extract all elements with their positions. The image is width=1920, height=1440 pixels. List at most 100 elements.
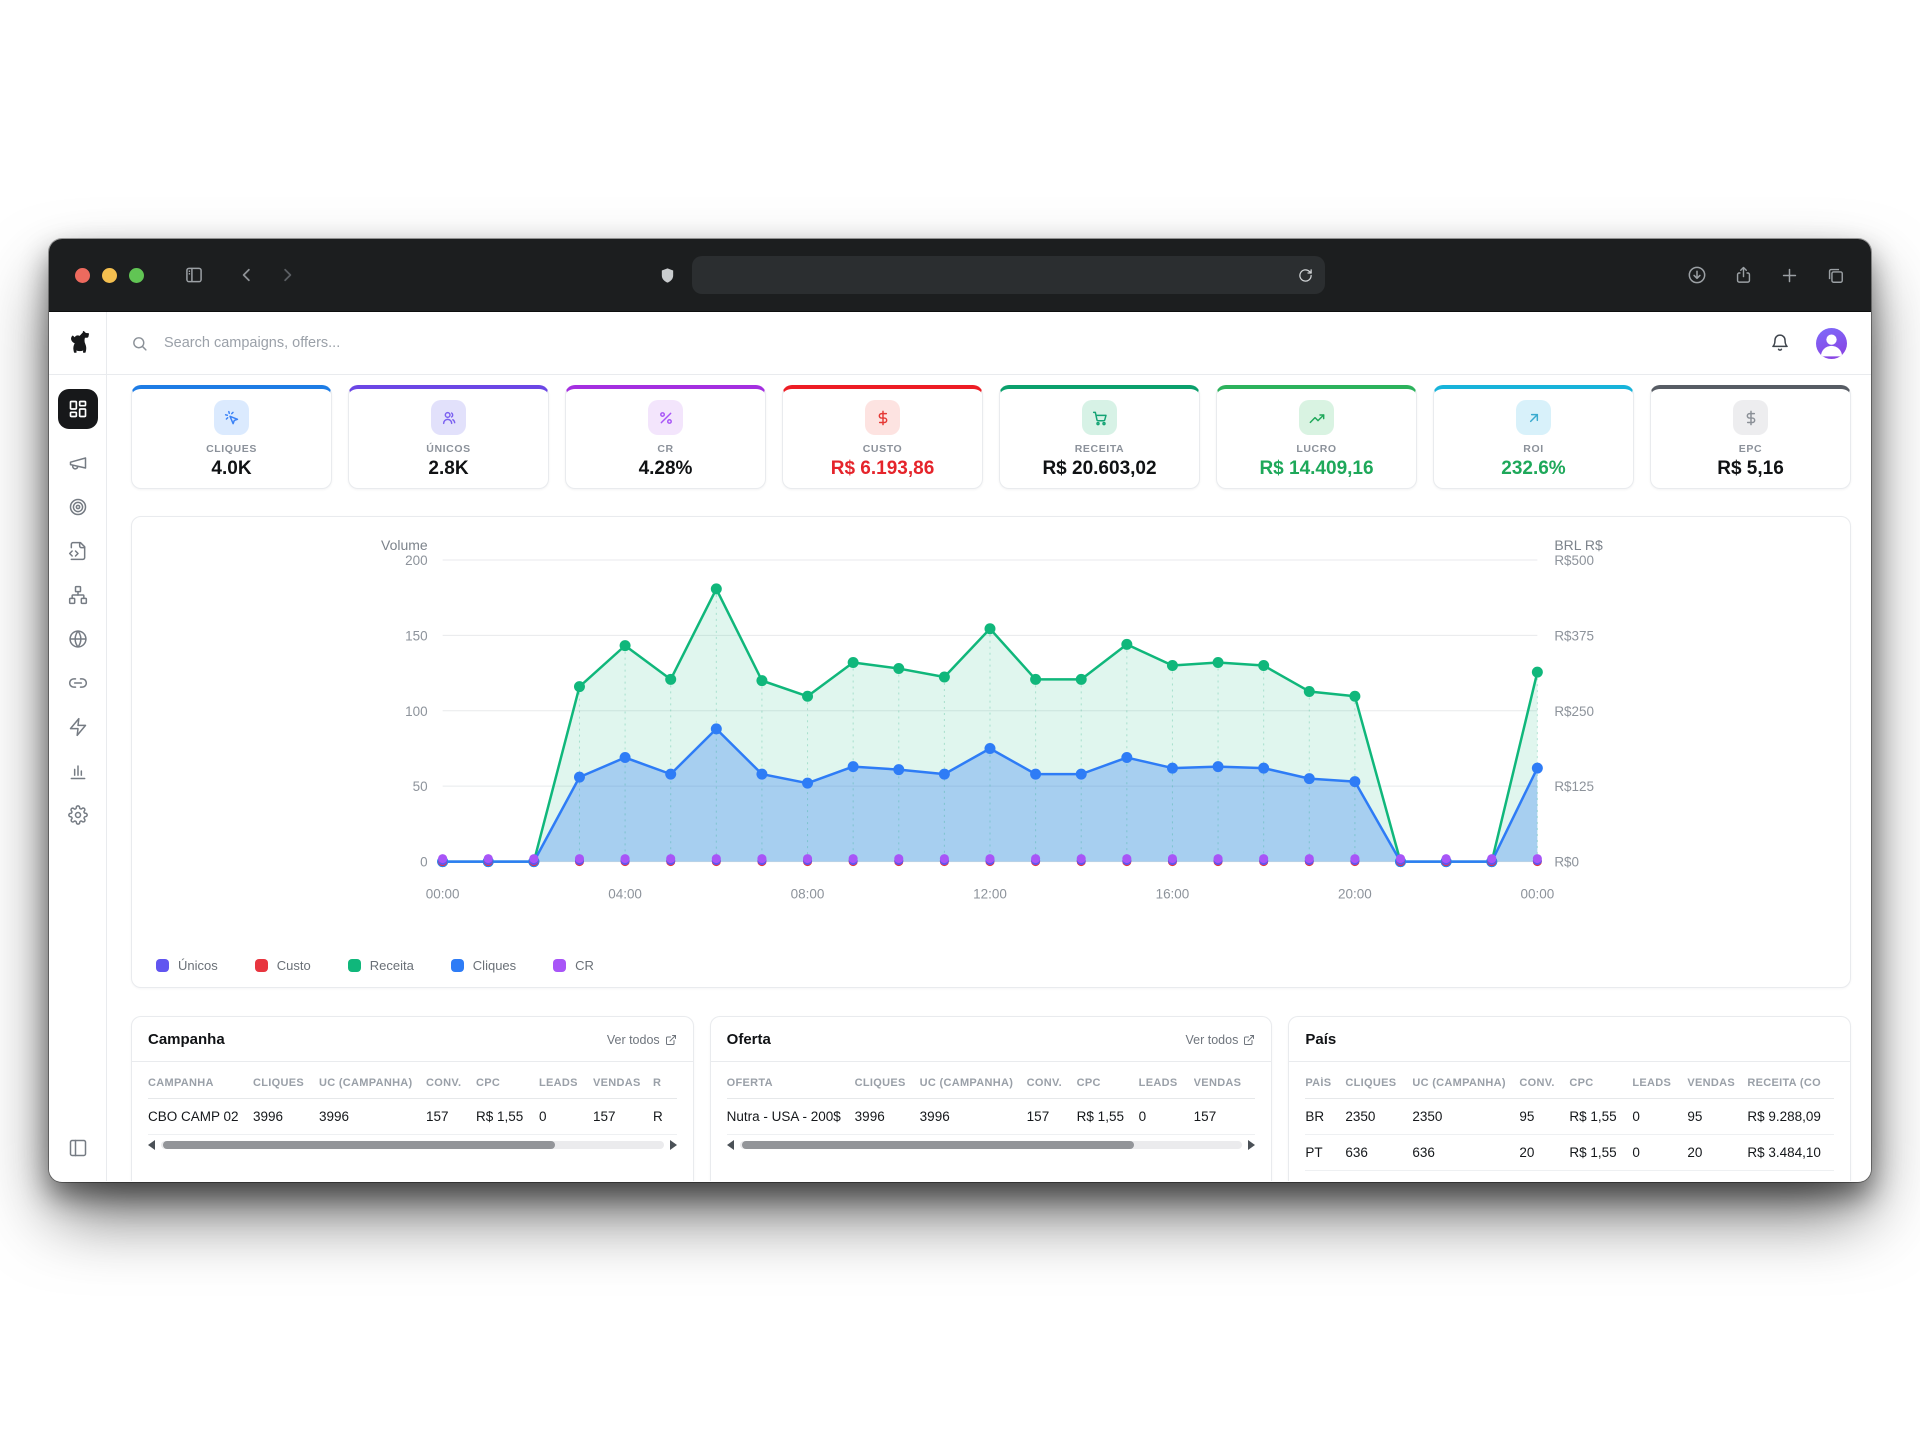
column-header: OFERTA bbox=[726, 1077, 773, 1089]
kpi-card-epc: EPC R$ 5,16 bbox=[1650, 385, 1851, 489]
legend-swatch bbox=[450, 959, 464, 972]
legend-label: Custo bbox=[276, 958, 311, 973]
horizontal-scrollbar[interactable] bbox=[711, 1140, 1272, 1150]
sidebar-item-automation[interactable] bbox=[68, 717, 88, 737]
column-header: RECEITA (CO bbox=[1747, 1077, 1821, 1089]
shield-icon[interactable] bbox=[659, 266, 676, 285]
sidebar-item-dashboard[interactable] bbox=[57, 389, 98, 429]
sidebar-item-targeting[interactable] bbox=[68, 497, 88, 517]
avatar[interactable] bbox=[1816, 327, 1847, 359]
scroll-left-arrow[interactable] bbox=[726, 1140, 734, 1150]
kpi-card-roi: ROI 232.6% bbox=[1433, 385, 1634, 489]
legend-label: Únicos bbox=[178, 958, 218, 973]
ver-todos-link[interactable]: Ver todos bbox=[607, 1033, 677, 1047]
sidebar-item-scripts[interactable] bbox=[68, 541, 88, 561]
kpi-value: R$ 14.409,16 bbox=[1259, 458, 1374, 479]
table-cell: 0 bbox=[1632, 1109, 1640, 1124]
sidebar-toggle-icon[interactable] bbox=[184, 265, 204, 285]
left-axis-tick: 100 bbox=[405, 704, 427, 719]
new-tab-icon[interactable] bbox=[1780, 266, 1799, 285]
legend-label: CR bbox=[575, 958, 594, 973]
table-row[interactable]: Nutra - USA - 200$ 3996 3996 157 R$ 1,55 0 157 bbox=[726, 1099, 1256, 1135]
bell-icon[interactable] bbox=[1770, 333, 1790, 353]
close-button[interactable] bbox=[75, 267, 90, 283]
kpi-label: ROI bbox=[1523, 443, 1544, 455]
horizontal-scrollbar[interactable] bbox=[132, 1140, 693, 1150]
kpi-label: EPC bbox=[1738, 443, 1763, 455]
right-axis-tick: R$250 bbox=[1554, 704, 1594, 719]
kpi-value: 4.28% bbox=[638, 458, 693, 479]
table-cell: 157 bbox=[1193, 1109, 1217, 1124]
scroll-right-arrow[interactable] bbox=[669, 1140, 677, 1150]
url-field[interactable] bbox=[691, 256, 1325, 294]
back-icon[interactable] bbox=[238, 266, 256, 284]
left-axis-title: Volume bbox=[381, 537, 428, 553]
zoom-button[interactable] bbox=[129, 267, 144, 283]
table-cell: 0 bbox=[539, 1109, 547, 1124]
scrollbar-thumb[interactable] bbox=[163, 1141, 556, 1149]
column-header: CONV. bbox=[426, 1077, 462, 1089]
column-header: VENDAS bbox=[593, 1077, 641, 1089]
table-cell: 157 bbox=[1026, 1109, 1050, 1124]
left-axis-tick: 50 bbox=[413, 779, 428, 794]
x-axis-tick: 12:00 bbox=[973, 887, 1007, 902]
table-header-row: CAMPANHA CLIQUES UC (CAMPANHA) CONV. CPC LEAD… bbox=[148, 1062, 677, 1099]
legend-item-cr[interactable]: CR bbox=[553, 958, 594, 973]
legend-item-custo[interactable]: Custo bbox=[254, 958, 311, 973]
table-cell: 157 bbox=[593, 1109, 616, 1124]
column-header: CAMPANHA bbox=[148, 1077, 214, 1089]
sidebar-item-links[interactable] bbox=[68, 673, 88, 693]
x-axis-tick: 20:00 bbox=[1338, 887, 1372, 902]
sidebar-item-network[interactable] bbox=[68, 585, 88, 605]
column-header: CLIQUES bbox=[854, 1077, 906, 1089]
share-icon[interactable] bbox=[1734, 265, 1753, 285]
sidebar-item-campaigns[interactable] bbox=[68, 453, 88, 473]
trending-up-icon bbox=[1299, 400, 1334, 435]
table-row[interactable]: PT 636 636 20 R$ 1,55 0 20 R$ 3.484,10 bbox=[1305, 1135, 1835, 1171]
legend-item-únicos[interactable]: Únicos bbox=[156, 958, 218, 973]
column-header: VENDAS bbox=[1193, 1077, 1242, 1089]
table-cell: 3996 bbox=[319, 1109, 350, 1124]
minimize-button[interactable] bbox=[102, 267, 117, 283]
scrollbar-thumb[interactable] bbox=[741, 1141, 1134, 1149]
downloads-icon[interactable] bbox=[1687, 265, 1707, 285]
column-header: UC (CAMPANHA) bbox=[319, 1077, 413, 1089]
right-axis-title: BRL R$ bbox=[1554, 537, 1603, 553]
external-link-icon bbox=[665, 1034, 677, 1046]
ver-todos-link[interactable]: Ver todos bbox=[1186, 1033, 1256, 1047]
scroll-left-arrow[interactable] bbox=[148, 1140, 155, 1150]
dollar-icon bbox=[865, 400, 900, 435]
scrollbar-track[interactable] bbox=[739, 1141, 1243, 1149]
sidebar-item-reports[interactable] bbox=[68, 761, 88, 781]
search-input[interactable] bbox=[162, 334, 582, 352]
table-cell: R$ 1,55 bbox=[1569, 1145, 1617, 1160]
reload-icon[interactable] bbox=[1298, 268, 1313, 283]
browser-window: CLIQUES 4.0K ÚNICOS 2.8K CR 4.28% CUSTO R$ 6.19… bbox=[49, 239, 1871, 1182]
column-header: LEADS bbox=[1632, 1077, 1672, 1089]
kpi-value: R$ 5,16 bbox=[1717, 458, 1784, 479]
table-cell: 0 bbox=[1138, 1109, 1147, 1124]
tables-row: Campanha Ver todos CAMPANHA CLIQUES UC (CAMP… bbox=[131, 1016, 1852, 1181]
column-header: CONV. bbox=[1519, 1077, 1555, 1089]
kpi-value: 232.6% bbox=[1501, 458, 1566, 479]
table-row[interactable]: CBO CAMP 02 3996 3996 157 R$ 1,55 0 157 R bbox=[148, 1099, 677, 1135]
forward-icon[interactable] bbox=[278, 266, 296, 284]
table-row[interactable]: BR 2350 2350 95 R$ 1,55 0 95 R$ 9.288,09 bbox=[1305, 1099, 1835, 1135]
scroll-right-arrow[interactable] bbox=[1248, 1140, 1256, 1150]
sidebar bbox=[49, 312, 107, 1181]
legend-item-cliques[interactable]: Cliques bbox=[450, 958, 516, 973]
tab-overview-icon[interactable] bbox=[1826, 266, 1845, 285]
kpi-card-custo: CUSTO R$ 6.193,86 bbox=[782, 385, 983, 489]
sidebar-item-domains[interactable] bbox=[68, 629, 88, 649]
panel-left-icon[interactable] bbox=[68, 1138, 88, 1163]
dollar-icon bbox=[1733, 400, 1768, 435]
sidebar-item-settings[interactable] bbox=[67, 805, 88, 825]
table-cell: PT bbox=[1305, 1145, 1323, 1160]
legend-swatch bbox=[254, 959, 268, 972]
dog-logo[interactable] bbox=[49, 312, 106, 375]
scrollbar-track[interactable] bbox=[161, 1141, 664, 1149]
table-cell: R$ 1,55 bbox=[476, 1109, 524, 1124]
users-icon bbox=[431, 400, 466, 435]
legend-item-receita[interactable]: Receita bbox=[347, 958, 414, 973]
table-card-oferta: Oferta Ver todos OFERTA CLIQUES UC (CAMPANHA… bbox=[709, 1016, 1273, 1181]
